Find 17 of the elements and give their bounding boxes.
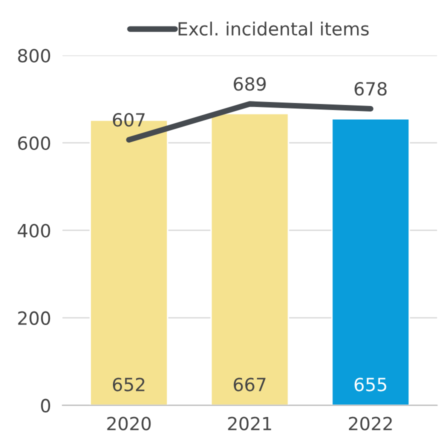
x-tick-label: 2020 bbox=[107, 416, 151, 430]
data-label: 652 bbox=[112, 378, 144, 392]
data-label: 667 bbox=[234, 378, 266, 392]
y-tick-label: 200 bbox=[18, 311, 50, 325]
y-tick-label: 600 bbox=[18, 136, 50, 150]
y-tick-label: 800 bbox=[18, 48, 50, 62]
data-label: 655 bbox=[354, 378, 386, 392]
legend-label: Excl. incidental items bbox=[178, 22, 369, 36]
data-label: 689 bbox=[234, 77, 266, 91]
data-label: 678 bbox=[354, 82, 387, 96]
x-tick-label: 2021 bbox=[228, 416, 272, 430]
y-tick-label: 0 bbox=[41, 398, 50, 412]
data-label: 607 bbox=[112, 113, 145, 127]
bar bbox=[210, 112, 290, 406]
y-tick-label: 400 bbox=[18, 224, 50, 238]
bar bbox=[331, 118, 410, 406]
x-tick-label: 2022 bbox=[348, 416, 392, 430]
